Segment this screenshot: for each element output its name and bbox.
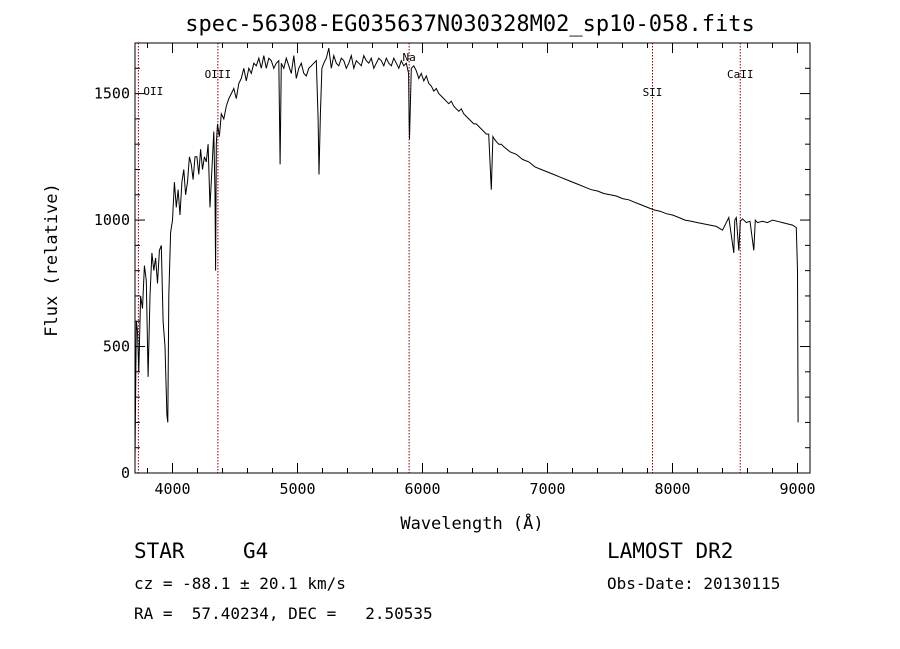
y-tick-label: 1500 <box>94 85 130 103</box>
y-axis-ticks: 0 500 1000 1500 <box>94 42 810 482</box>
x-tick-label: 4000 <box>154 480 190 498</box>
y-tick-label: 0 <box>121 464 130 482</box>
x-tick-label: 5000 <box>279 480 315 498</box>
x-axis-ticks: 4000 5000 6000 7000 8000 9000 <box>147 43 816 498</box>
observation-date: Obs-Date: 20130115 <box>607 574 781 593</box>
x-tick-label: 7000 <box>529 480 565 498</box>
object-subclass: G4 <box>243 539 269 563</box>
annotation-label-caii: CaII <box>727 68 754 81</box>
y-tick-label: 1000 <box>94 211 130 229</box>
annotation-label-na: Na <box>403 51 416 64</box>
chart-title: spec-56308-EG035637N030328M02_sp10-058.f… <box>185 12 755 37</box>
x-tick-label: 9000 <box>779 480 815 498</box>
x-tick-label: 6000 <box>404 480 440 498</box>
annotation-label-oiii: OIII <box>205 68 232 81</box>
annotation-label-oii: OII <box>143 85 163 98</box>
annotation-lines: OII OIII Na SII CaII <box>137 43 754 473</box>
survey-name: LAMOST DR2 <box>607 539 734 563</box>
plot-frame <box>134 42 811 474</box>
coordinates: RA = 57.40234, DEC = 2.50535 <box>134 604 433 623</box>
object-class: STAR <box>134 539 185 563</box>
y-axis-label: Flux (relative) <box>42 183 62 337</box>
annotation-label-sii: SII <box>643 86 663 99</box>
redshift-cz: cz = -88.1 ± 20.1 km/s <box>134 574 346 593</box>
x-axis-label: Wavelength (Å) <box>400 512 543 534</box>
x-tick-label: 8000 <box>654 480 690 498</box>
y-tick-label: 500 <box>103 338 130 356</box>
spectrum-line <box>134 47 799 461</box>
